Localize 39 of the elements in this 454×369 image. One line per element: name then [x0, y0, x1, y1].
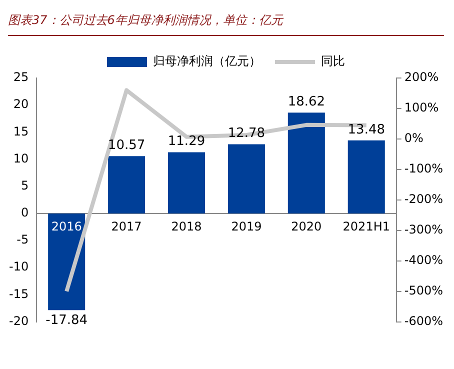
- legend-label: 归母净利润（亿元）: [153, 54, 261, 68]
- y-tick-label: 15: [13, 124, 29, 138]
- data-label: 13.48: [348, 122, 385, 138]
- y2-tick-label: -500%: [404, 283, 444, 298]
- y2-tick-label: 0%: [404, 131, 424, 146]
- y2-tick-label: -600%: [404, 314, 444, 328]
- y2-tick-label: -100%: [404, 162, 444, 176]
- x-tick-label: 2020: [291, 220, 322, 234]
- legend-label: 同比: [321, 54, 345, 68]
- x-tick-label: 2016: [51, 220, 82, 234]
- y-tick-label: 25: [13, 70, 29, 84]
- bar: [168, 152, 206, 214]
- y-tick-label: -5: [16, 232, 29, 247]
- data-label: -17.84: [46, 312, 88, 328]
- y-tick-label: -10: [8, 260, 29, 274]
- y2-tick-label: -300%: [404, 222, 444, 236]
- chart-title: 图表37：公司过去6年归母净利润情况，单位：亿元: [8, 12, 444, 36]
- y-tick-label: 5: [20, 178, 29, 192]
- bar: [108, 156, 146, 214]
- y2-tick-label: 100%: [404, 100, 439, 115]
- y2-tick-label: -200%: [404, 192, 444, 206]
- y2-tick-label: 200%: [404, 70, 439, 84]
- bar: [288, 112, 325, 214]
- bar: [348, 140, 385, 214]
- data-label: 11.29: [168, 134, 206, 150]
- y-tick-label: -15: [8, 286, 29, 301]
- y-tick-label: 0: [20, 206, 29, 220]
- x-tick-label: 2017: [111, 220, 142, 234]
- data-label: 10.57: [108, 138, 146, 154]
- x-tick-label: 2018: [171, 220, 202, 234]
- x-tick-label: 2021H1: [342, 220, 390, 234]
- y-tick-label: -20: [8, 314, 29, 328]
- y-tick-label: 10: [13, 151, 29, 166]
- y-tick-label: 20: [13, 97, 29, 112]
- y2-tick-label: -400%: [404, 252, 444, 267]
- data-label: 18.62: [288, 94, 326, 110]
- bar: [228, 144, 265, 214]
- data-label: 12.78: [228, 126, 266, 142]
- x-tick-label: 2019: [231, 220, 262, 234]
